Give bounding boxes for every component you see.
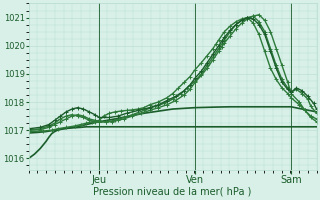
X-axis label: Pression niveau de la mer( hPa ): Pression niveau de la mer( hPa ) (93, 187, 252, 197)
